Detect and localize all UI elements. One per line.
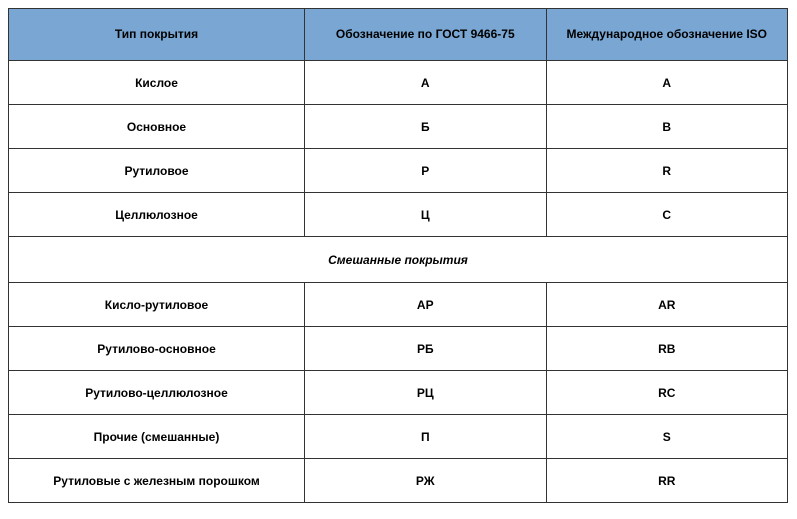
cell-gost: РБ <box>305 327 546 371</box>
cell-gost: РЦ <box>305 371 546 415</box>
cell-gost: П <box>305 415 546 459</box>
table-row: Рутилово-целлюлозное РЦ RC <box>9 371 788 415</box>
electrode-coating-table: Тип покрытия Обозначение по ГОСТ 9466-75… <box>8 8 788 503</box>
cell-type: Основное <box>9 105 305 149</box>
cell-iso: RB <box>546 327 788 371</box>
cell-type: Целлюлозное <box>9 193 305 237</box>
cell-gost: Б <box>305 105 546 149</box>
cell-iso: AR <box>546 283 788 327</box>
cell-iso: R <box>546 149 788 193</box>
col-header-gost: Обозначение по ГОСТ 9466-75 <box>305 9 546 61</box>
table-row: Целлюлозное Ц C <box>9 193 788 237</box>
cell-gost: АР <box>305 283 546 327</box>
cell-type: Рутиловое <box>9 149 305 193</box>
table-row: Кисло-рутиловое АР AR <box>9 283 788 327</box>
table-header: Тип покрытия Обозначение по ГОСТ 9466-75… <box>9 9 788 61</box>
table-row: Рутиловое Р R <box>9 149 788 193</box>
table-row: Кислое А A <box>9 61 788 105</box>
cell-iso: B <box>546 105 788 149</box>
cell-type: Рутилово-основное <box>9 327 305 371</box>
section-label: Смешанные покрытия <box>9 237 788 283</box>
cell-iso: RR <box>546 459 788 503</box>
col-header-type: Тип покрытия <box>9 9 305 61</box>
cell-gost: РЖ <box>305 459 546 503</box>
cell-gost: А <box>305 61 546 105</box>
table-row: Рутиловые с железным порошком РЖ RR <box>9 459 788 503</box>
cell-iso: C <box>546 193 788 237</box>
cell-type: Рутиловые с железным порошком <box>9 459 305 503</box>
table-row: Основное Б B <box>9 105 788 149</box>
cell-gost: Ц <box>305 193 546 237</box>
section-row: Смешанные покрытия <box>9 237 788 283</box>
cell-type: Рутилово-целлюлозное <box>9 371 305 415</box>
cell-type: Кислое <box>9 61 305 105</box>
table-row: Прочие (смешанные) П S <box>9 415 788 459</box>
cell-iso: RC <box>546 371 788 415</box>
cell-type: Кисло-рутиловое <box>9 283 305 327</box>
cell-iso: S <box>546 415 788 459</box>
cell-iso: A <box>546 61 788 105</box>
cell-gost: Р <box>305 149 546 193</box>
table-row: Рутилово-основное РБ RB <box>9 327 788 371</box>
cell-type: Прочие (смешанные) <box>9 415 305 459</box>
col-header-iso: Международное обозначение ISO <box>546 9 788 61</box>
